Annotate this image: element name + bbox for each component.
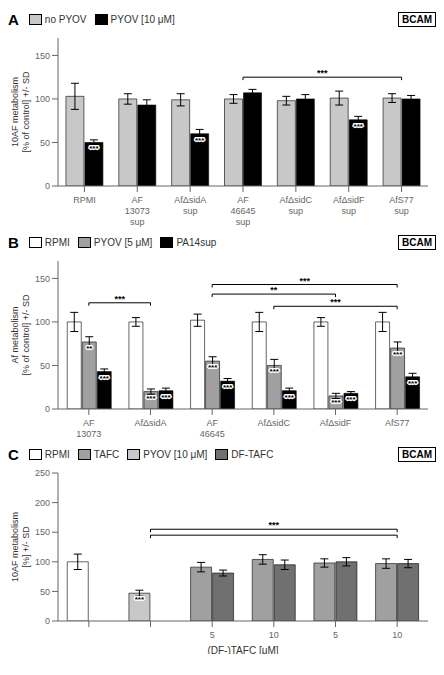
svg-text:***: *** xyxy=(331,398,341,407)
svg-text:***: *** xyxy=(354,122,364,131)
svg-text:AfΔsidA: AfΔsidA xyxy=(134,418,166,428)
html-text:BCAM: BCAM xyxy=(402,13,432,25)
svg-text:AfS77sup: AfS77sup xyxy=(389,195,414,216)
svg-text:0: 0 xyxy=(45,181,50,191)
svg-text:AfΔsidFsup: AfΔsidFsup xyxy=(333,195,365,216)
svg-text:***: *** xyxy=(269,520,280,530)
html-text:PYOV [10 μM]: PYOV [10 μM] xyxy=(110,13,175,25)
svg-text:AF13073sup: AF13073sup xyxy=(125,195,150,227)
svg-text:***: *** xyxy=(346,395,356,404)
html-text:RPMI: RPMI xyxy=(44,448,70,460)
svg-text:***: *** xyxy=(223,383,233,392)
svg-text:AfΔsidF: AfΔsidF xyxy=(320,418,352,428)
svg-text:5: 5 xyxy=(210,630,215,640)
svg-text:100: 100 xyxy=(35,317,50,327)
svg-text:5: 5 xyxy=(333,630,338,640)
html-text:BCAM: BCAM xyxy=(402,448,432,460)
svg-text:***: *** xyxy=(114,294,125,304)
html-text:C: C xyxy=(8,445,19,463)
svg-text:***: *** xyxy=(299,276,310,286)
html-text:A: A xyxy=(8,10,19,28)
svg-text:10AF metabolism[%] +/- SD: 10AF metabolism[%] +/- SD xyxy=(10,512,31,582)
svg-text:RPMI: RPMI xyxy=(73,195,96,205)
svg-text:***: *** xyxy=(330,297,341,307)
svg-text:AF46645sup: AF46645sup xyxy=(230,195,255,227)
svg-text:150: 150 xyxy=(35,51,50,61)
svg-text:***: *** xyxy=(100,374,110,383)
svg-text:0: 0 xyxy=(45,616,50,626)
svg-text:50: 50 xyxy=(40,587,50,597)
svg-text:50: 50 xyxy=(40,138,50,148)
svg-text:***: *** xyxy=(146,394,156,403)
svg-text:10: 10 xyxy=(269,630,279,640)
svg-text:***: *** xyxy=(270,367,280,376)
svg-text:0: 0 xyxy=(45,404,50,414)
svg-text:***: *** xyxy=(208,363,218,372)
svg-text:AF46645: AF46645 xyxy=(200,418,225,439)
svg-text:***: *** xyxy=(393,350,403,359)
svg-text:***: *** xyxy=(408,379,418,388)
svg-text:***: *** xyxy=(89,144,99,153)
html-text:BCAM: BCAM xyxy=(402,236,432,248)
html-text:PYOV [5 μM]: PYOV [5 μM] xyxy=(93,236,153,248)
svg-text:50: 50 xyxy=(40,361,50,371)
svg-text:(DF-)TAFC [μM]: (DF-)TAFC [μM] xyxy=(207,645,278,654)
svg-text:150: 150 xyxy=(35,274,50,284)
svg-text:AF13073: AF13073 xyxy=(76,418,101,439)
svg-text:***: *** xyxy=(161,393,171,402)
svg-text:10: 10 xyxy=(392,630,402,640)
svg-text:***: *** xyxy=(317,68,328,78)
svg-text:AfS77: AfS77 xyxy=(385,418,410,428)
svg-text:***: *** xyxy=(195,136,205,145)
svg-text:***: *** xyxy=(135,595,145,604)
html-text:DF-TAFC: DF-TAFC xyxy=(231,448,274,460)
svg-text:250: 250 xyxy=(35,468,50,478)
svg-text:100: 100 xyxy=(35,557,50,567)
svg-text:150: 150 xyxy=(35,527,50,537)
html-text:PYOV [10 μM]: PYOV [10 μM] xyxy=(143,448,208,460)
svg-text:10AF metabolism[% of control]: 10AF metabolism[% of control] +/- SD xyxy=(10,71,31,152)
svg-text:Af metabolism[% of control] +/: Af metabolism[% of control] +/- SD xyxy=(10,294,31,375)
svg-text:**: ** xyxy=(270,285,278,295)
html-text:RPMI: RPMI xyxy=(44,236,70,248)
html-text:TAFC: TAFC xyxy=(93,448,120,460)
svg-text:200: 200 xyxy=(35,498,50,508)
html-text:B: B xyxy=(8,233,19,251)
html-text:no PYOV: no PYOV xyxy=(44,13,87,25)
svg-text:AfΔsidAsup: AfΔsidAsup xyxy=(174,195,206,216)
html-text:PA14sup: PA14sup xyxy=(176,236,217,248)
svg-text:***: *** xyxy=(285,393,295,402)
svg-text:AfΔsidC: AfΔsidC xyxy=(258,418,291,428)
svg-text:**: ** xyxy=(86,344,93,353)
svg-text:AfΔsidCsup: AfΔsidCsup xyxy=(280,195,313,216)
svg-text:100: 100 xyxy=(35,94,50,104)
